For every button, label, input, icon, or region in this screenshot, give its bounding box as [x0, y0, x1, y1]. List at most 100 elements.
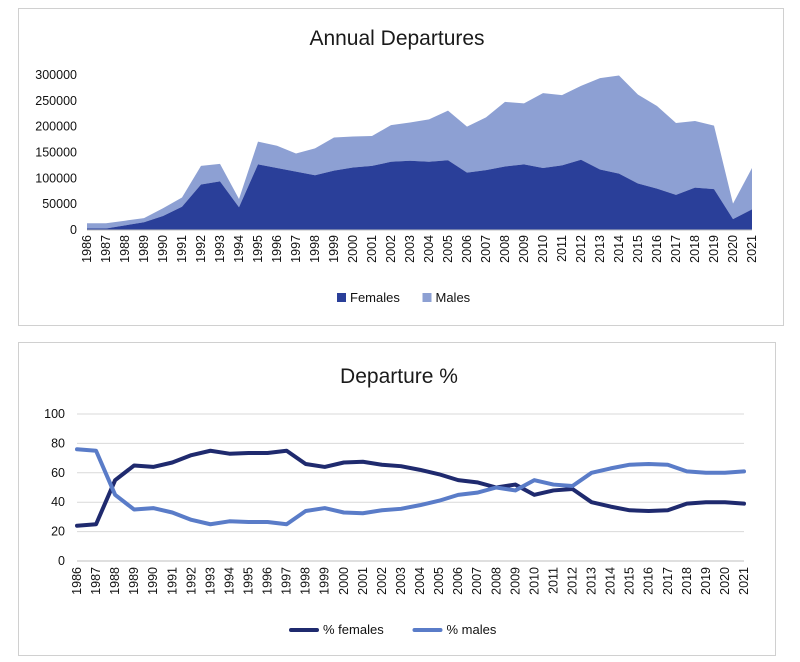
legend-label-females: Females [350, 290, 400, 305]
chart-title: Annual Departures [309, 27, 484, 50]
x-tick-label: 1993 [213, 235, 227, 263]
x-tick-label: 2017 [661, 567, 675, 595]
x-tick-label: 1991 [175, 235, 189, 263]
x-tick-label: 1986 [80, 235, 94, 263]
y-tick-label: 150000 [35, 146, 77, 160]
x-tick-label: 1988 [108, 567, 122, 595]
y-tick-label: 20 [51, 525, 65, 539]
x-tick-label: 2009 [508, 567, 522, 595]
x-tick-label: 2001 [356, 567, 370, 595]
area-series-females [87, 159, 752, 230]
x-tick-label: 1989 [127, 567, 141, 595]
area-series-males [87, 75, 752, 229]
y-tick-label: 250000 [35, 94, 77, 108]
legend-swatch-males [422, 293, 432, 302]
x-tick-label: 2018 [688, 235, 702, 263]
x-tick-label: 1994 [232, 235, 246, 263]
x-tick-label: 1986 [70, 567, 84, 595]
x-tick-label: 2012 [565, 567, 579, 595]
x-tick-label: 1994 [222, 567, 236, 595]
x-tick-label: 2005 [441, 235, 455, 263]
x-tick-label: 2008 [489, 567, 503, 595]
x-tick-label: 2016 [642, 567, 656, 595]
x-tick-label: 2003 [403, 235, 417, 263]
x-tick-label: 2021 [737, 567, 751, 595]
x-tick-label: 2003 [394, 567, 408, 595]
y-tick-label: 200000 [35, 120, 77, 134]
x-tick-label: 2015 [631, 235, 645, 263]
x-tick-label: 1992 [184, 567, 198, 595]
legend-label-males: % males [447, 622, 497, 637]
x-tick-label: 1992 [194, 235, 208, 263]
x-tick-label: 2007 [470, 567, 484, 595]
x-tick-label: 2014 [604, 567, 618, 595]
chart-title: Departure % [340, 365, 458, 388]
annual-departures-svg: Annual Departures 0 50000 100000 150000 20000… [35, 27, 759, 305]
x-tick-label: 2012 [574, 235, 588, 263]
x-tick-label: 2018 [680, 567, 694, 595]
departure-percent-svg: Departure % 0 20 40 60 80 100 1986 1987 1988 1989 1… [44, 365, 751, 637]
x-tick-label: 2017 [669, 235, 683, 263]
departure-percent-chart: Departure % 0 20 40 60 80 100 1986 1987 1988 1989 1… [18, 342, 776, 656]
x-tick-label: 2010 [536, 235, 550, 263]
y-tick-label: 100000 [35, 171, 77, 185]
x-tick-label: 2002 [384, 235, 398, 263]
x-tick-label: 1993 [203, 567, 217, 595]
y-tick-label: 50000 [42, 197, 77, 211]
x-tick-label: 1990 [146, 567, 160, 595]
y-tick-label: 60 [51, 466, 65, 480]
legend-swatch-females [337, 293, 346, 302]
x-tick-label: 2013 [585, 567, 599, 595]
y-tick-label: 100 [44, 407, 65, 421]
x-tick-label: 2011 [546, 567, 560, 594]
legend-label-males: Males [436, 290, 471, 305]
x-tick-label: 1987 [89, 567, 103, 595]
x-tick-label: 2013 [593, 235, 607, 263]
x-tick-label: 2014 [612, 235, 626, 263]
x-tick-label: 2008 [498, 235, 512, 263]
x-tick-label: 2009 [517, 235, 531, 263]
x-tick-label: 1991 [165, 567, 179, 595]
x-tick-label: 2004 [413, 567, 427, 595]
x-tick-label: 2020 [718, 567, 732, 595]
x-tick-label: 2010 [527, 567, 541, 595]
x-tick-label: 1989 [137, 235, 151, 263]
y-tick-label: 40 [51, 495, 65, 509]
x-tick-label: 2006 [460, 235, 474, 263]
x-tick-label: 2016 [650, 235, 664, 263]
x-tick-label: 2015 [623, 567, 637, 595]
annual-departures-chart: Annual Departures 0 50000 100000 150000 20000… [18, 8, 784, 326]
x-tick-label: 1995 [251, 235, 265, 263]
y-tick-label: 80 [51, 436, 65, 450]
y-tick-label: 0 [58, 554, 65, 568]
x-tick-label: 2004 [422, 235, 436, 263]
x-tick-label: 1999 [327, 235, 341, 263]
line-series--males [75, 447, 746, 527]
x-tick-label: 2001 [365, 235, 379, 263]
x-tick-label: 2000 [346, 235, 360, 263]
x-tick-label: 2019 [699, 567, 713, 595]
x-tick-label: 2019 [707, 235, 721, 263]
y-tick-label: 300000 [35, 68, 77, 82]
x-tick-label: 2021 [745, 235, 759, 263]
x-tick-label: 1996 [270, 235, 284, 263]
x-tick-label: 1998 [308, 235, 322, 263]
line-series--females [75, 448, 746, 528]
x-tick-label: 2000 [337, 567, 351, 595]
x-tick-label: 1996 [261, 567, 275, 595]
x-tick-label: 1997 [280, 567, 294, 595]
x-tick-label: 1990 [156, 235, 170, 263]
x-tick-label: 1995 [242, 567, 256, 595]
x-tick-label: 2006 [451, 567, 465, 595]
x-tick-label: 2020 [726, 235, 740, 263]
x-tick-label: 1987 [99, 235, 113, 263]
x-tick-label: 2002 [375, 567, 389, 595]
x-tick-label: 1988 [118, 235, 132, 263]
x-tick-label: 2005 [432, 567, 446, 595]
x-tick-label: 1997 [289, 235, 303, 263]
x-tick-label: 2011 [555, 235, 569, 262]
legend-label-females: % females [323, 622, 384, 637]
y-tick-label: 0 [70, 223, 77, 237]
x-tick-label: 2007 [479, 235, 493, 263]
x-tick-label: 1998 [299, 567, 313, 595]
